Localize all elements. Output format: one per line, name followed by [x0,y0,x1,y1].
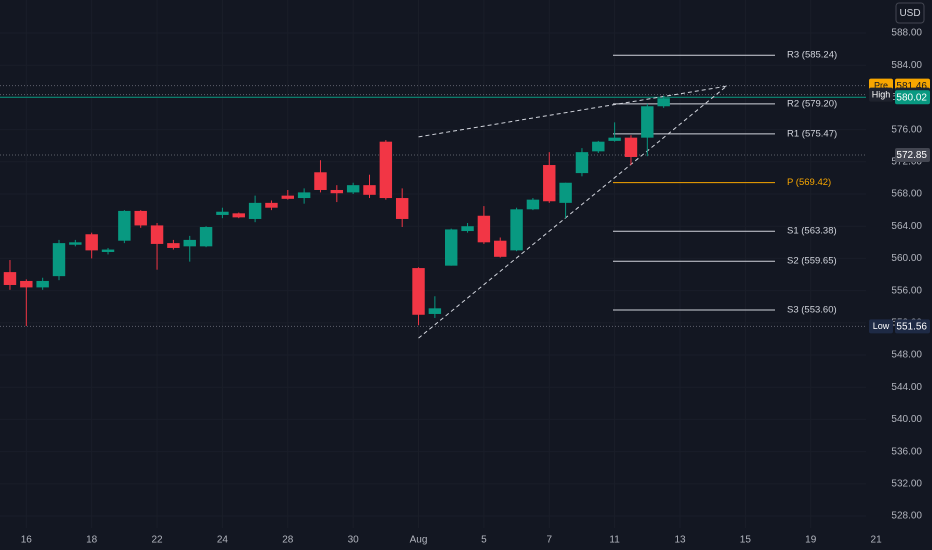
y-tick-label: 584.00 [891,60,922,71]
trendline [418,85,727,138]
x-tick-label: 15 [740,535,752,546]
candle-body [36,280,49,288]
candle-body [346,185,360,193]
x-tick-label: 19 [805,535,817,546]
x-tick-label: 30 [348,535,360,546]
y-tick-label: 540.00 [891,414,922,425]
y-tick-label: 536.00 [891,446,922,457]
y-tick-label: 548.00 [891,350,922,361]
candle-body [445,229,458,266]
candle-body [395,198,409,219]
price-label-box [895,147,930,162]
price-label-name-box [869,319,893,334]
y-tick-label: 532.00 [891,478,922,489]
x-tick-label: 13 [674,535,686,546]
candle-body [150,225,164,244]
candle-body [134,210,147,226]
price-label-value: 551.56 [896,322,927,333]
candle-body [248,202,262,219]
x-tick-label: 28 [282,535,294,546]
x-tick-label: 22 [151,535,163,546]
x-tick-label: 18 [86,535,98,546]
candle-body [575,152,589,174]
y-tick-label: 528.00 [891,511,922,522]
x-tick-label: 5 [481,535,487,546]
y-tick-label: 588.00 [891,28,922,39]
x-tick-label: 11 [609,535,620,546]
candle-body [118,210,131,241]
candle-body [608,137,621,141]
candle-body [461,226,474,232]
candle-body [330,189,344,194]
plot-area: R3 (585.24) R2 (579.20) R1 (575.47) P (569.… [0,49,866,339]
y-tick-label: 576.00 [891,124,922,135]
candle-body [3,272,17,285]
candle-body [641,106,654,138]
y-tick-label: 560.00 [891,253,922,264]
x-tick-label: 21 [871,535,883,546]
candle-body [428,308,442,314]
candle-body [101,249,115,252]
candle-body [85,234,98,251]
x-tick-label: Aug [410,535,428,546]
candle-body [363,185,376,195]
y-tick-label: 564.00 [891,221,922,232]
y-tick-label: 568.00 [891,189,922,200]
candle-body [167,243,180,248]
price-label-name-box [869,87,893,102]
pivot-label: R1 (575.47) [787,128,837,139]
pivot-label: P (569.42) [787,177,831,188]
candle-body [199,227,213,247]
price-axis-labels: 528.00532.00536.00540.00544.00548.00552.… [869,28,930,522]
candle-body [52,243,66,277]
candle-body [510,209,523,251]
candle-body [477,215,491,243]
pivot-label: S1 (563.38) [787,226,837,237]
currency-box[interactable] [895,2,925,24]
price-label-value: 572.85 [896,150,927,161]
price-label-value: 581.46 [896,81,927,92]
candle-body [69,242,82,245]
price-label-value: 580.02 [896,92,927,103]
candle-body [232,213,245,218]
candle-body [543,165,556,202]
candle-body [216,211,229,215]
candle-body [20,280,33,288]
candle-body [412,268,425,315]
trendline [418,85,727,339]
pivot-label: R2 (579.20) [787,98,837,109]
price-label-box [895,319,930,334]
x-tick-label: 16 [21,535,33,546]
candle-body [265,202,278,208]
x-tick-label: 24 [217,535,229,546]
pivot-label: R3 (585.24) [787,50,837,61]
candle-body [559,182,572,203]
candle-body [297,192,311,199]
candle-body [624,137,638,157]
candle-body [657,98,670,107]
pivot-label: S2 (559.65) [787,256,837,267]
x-tick-label: 7 [546,535,552,546]
candle-body [281,195,294,199]
currency[interactable]: USD [899,8,920,19]
price-label-name: Pre [874,81,888,91]
candle-body [314,172,327,190]
candle-body [592,141,605,152]
y-tick-label: 544.00 [891,382,922,393]
pivot-label: S3 (553.60) [787,304,837,315]
candle-body [526,199,540,210]
price-label-name: Low [873,321,890,331]
price-label-box [895,90,930,105]
y-tick-label: 556.00 [891,285,922,296]
candle-body [494,240,507,257]
candle-body [379,141,393,199]
candle-body [183,239,196,247]
price-label-name: High [872,89,891,99]
